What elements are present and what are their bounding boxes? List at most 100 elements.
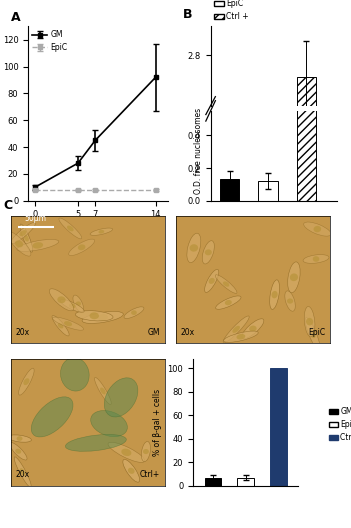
Ellipse shape	[60, 299, 84, 312]
Text: C: C	[4, 199, 13, 212]
Text: 20x: 20x	[15, 470, 29, 479]
Ellipse shape	[128, 468, 134, 474]
Legend: GM, EpiC, Ctrl +: GM, EpiC, Ctrl +	[214, 0, 249, 21]
Ellipse shape	[67, 225, 74, 231]
Ellipse shape	[65, 435, 126, 451]
Ellipse shape	[131, 310, 137, 315]
Y-axis label: % of β-gal + cells: % of β-gal + cells	[153, 389, 162, 456]
Bar	[297, 77, 316, 458]
Ellipse shape	[202, 241, 214, 264]
Ellipse shape	[15, 240, 23, 248]
Ellipse shape	[187, 233, 201, 262]
X-axis label: days $\it{in\ vitro}$: days $\it{in\ vitro}$	[69, 225, 127, 238]
Ellipse shape	[123, 459, 140, 482]
Ellipse shape	[19, 368, 34, 395]
Ellipse shape	[285, 291, 295, 311]
Ellipse shape	[11, 222, 35, 244]
Ellipse shape	[249, 326, 257, 332]
Ellipse shape	[8, 435, 31, 442]
Text: EpiC: EpiC	[308, 328, 325, 337]
Ellipse shape	[304, 222, 331, 236]
Ellipse shape	[7, 232, 31, 256]
Ellipse shape	[20, 468, 26, 476]
Ellipse shape	[69, 239, 95, 256]
Ellipse shape	[303, 254, 329, 263]
Ellipse shape	[24, 234, 29, 242]
Ellipse shape	[19, 230, 27, 236]
Ellipse shape	[190, 244, 198, 252]
Text: A: A	[11, 11, 20, 24]
Ellipse shape	[31, 397, 73, 437]
Bar	[258, 181, 278, 201]
Ellipse shape	[90, 228, 113, 235]
Ellipse shape	[205, 269, 219, 293]
Ellipse shape	[216, 296, 241, 309]
Ellipse shape	[313, 256, 319, 262]
Ellipse shape	[58, 323, 64, 328]
Ellipse shape	[17, 239, 59, 251]
Ellipse shape	[306, 318, 313, 325]
Ellipse shape	[53, 317, 84, 330]
Ellipse shape	[24, 378, 29, 385]
Ellipse shape	[141, 441, 151, 461]
Ellipse shape	[223, 316, 249, 343]
Ellipse shape	[98, 314, 108, 321]
Ellipse shape	[121, 449, 131, 456]
Text: 50μm: 50μm	[24, 214, 46, 223]
Ellipse shape	[215, 275, 237, 294]
Bar	[258, 441, 278, 458]
Ellipse shape	[91, 411, 127, 437]
Ellipse shape	[90, 313, 99, 319]
Ellipse shape	[14, 457, 31, 487]
Text: 20x: 20x	[180, 328, 194, 337]
Ellipse shape	[290, 274, 298, 281]
Ellipse shape	[52, 316, 69, 336]
Bar	[297, 0, 316, 201]
Ellipse shape	[304, 306, 315, 337]
Text: 20x: 20x	[15, 328, 29, 337]
Ellipse shape	[49, 289, 74, 311]
Ellipse shape	[305, 318, 320, 351]
Text: GM: GM	[148, 328, 160, 337]
Ellipse shape	[272, 291, 278, 298]
Ellipse shape	[9, 442, 27, 460]
Legend: GM, EpiC: GM, EpiC	[32, 30, 67, 52]
Bar	[205, 477, 221, 486]
Ellipse shape	[205, 249, 212, 256]
Ellipse shape	[224, 331, 258, 342]
Ellipse shape	[94, 378, 111, 404]
Legend: GM, EpiC, Ctrl +: GM, EpiC, Ctrl +	[329, 407, 351, 442]
Ellipse shape	[75, 301, 81, 306]
Bar	[220, 440, 239, 458]
Ellipse shape	[57, 296, 66, 303]
Ellipse shape	[60, 357, 89, 391]
Ellipse shape	[232, 326, 240, 333]
Ellipse shape	[64, 321, 72, 326]
Ellipse shape	[100, 388, 106, 394]
Ellipse shape	[20, 224, 33, 252]
Ellipse shape	[99, 230, 104, 233]
Ellipse shape	[225, 300, 232, 305]
Text: Ctrl+: Ctrl+	[140, 470, 160, 479]
Ellipse shape	[108, 442, 145, 463]
Ellipse shape	[237, 334, 245, 340]
Ellipse shape	[15, 449, 21, 454]
Ellipse shape	[208, 278, 215, 284]
Bar	[220, 180, 239, 201]
Ellipse shape	[288, 262, 300, 293]
Ellipse shape	[75, 310, 113, 321]
Ellipse shape	[104, 378, 138, 417]
Ellipse shape	[310, 330, 316, 338]
Ellipse shape	[287, 298, 293, 304]
Ellipse shape	[223, 281, 229, 287]
Ellipse shape	[33, 242, 43, 249]
Ellipse shape	[143, 449, 149, 454]
Ellipse shape	[270, 280, 279, 309]
Ellipse shape	[69, 304, 75, 308]
Ellipse shape	[313, 226, 321, 232]
Text: O.D. free nucleosomes: O.D. free nucleosomes	[194, 107, 203, 194]
Ellipse shape	[59, 218, 82, 239]
Bar	[238, 477, 254, 486]
Ellipse shape	[124, 307, 144, 318]
Bar	[270, 369, 287, 486]
